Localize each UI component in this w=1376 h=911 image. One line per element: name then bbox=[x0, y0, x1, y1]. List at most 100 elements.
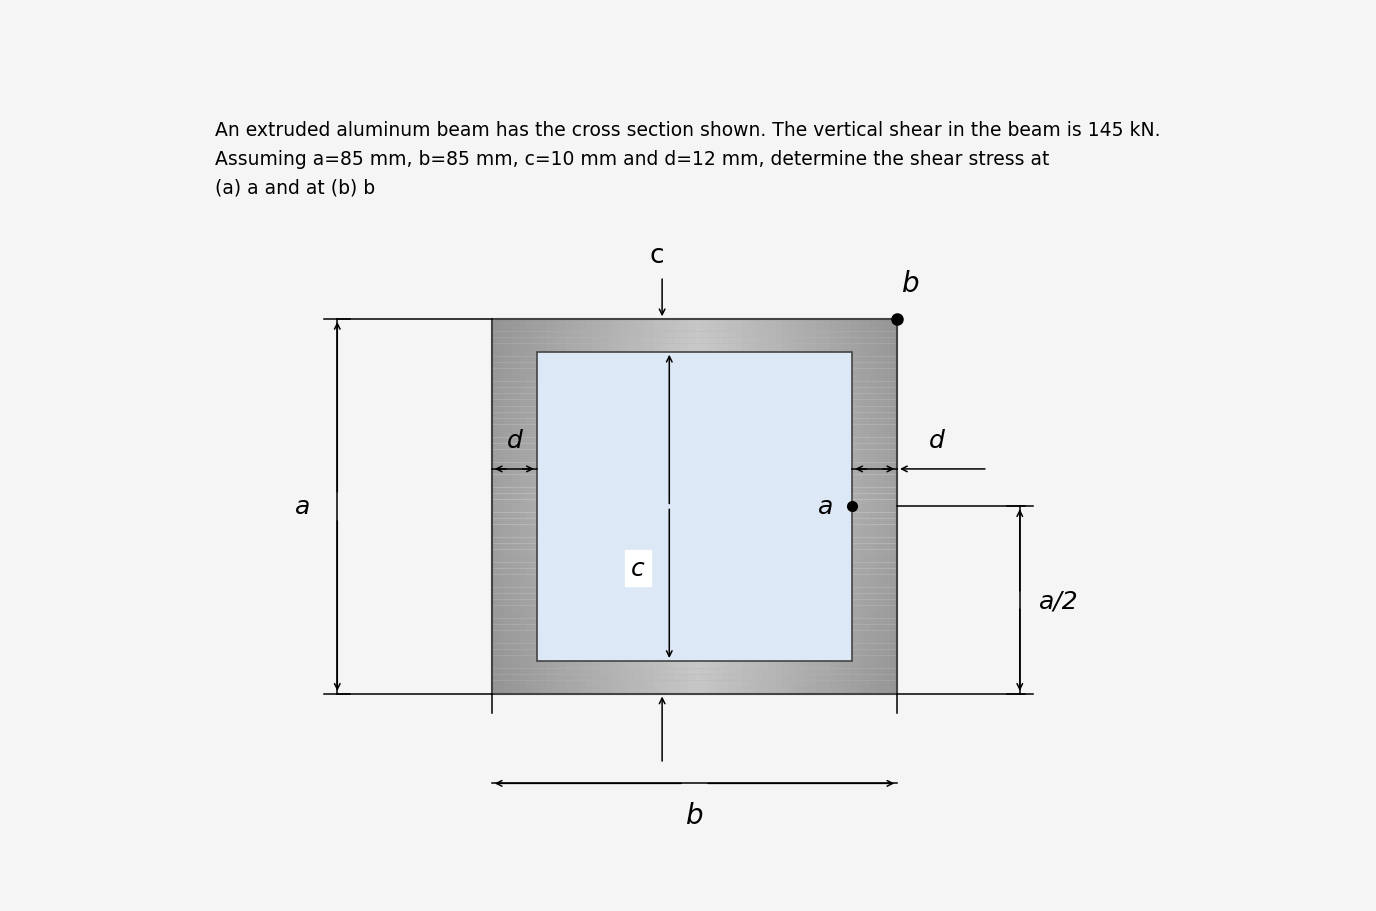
Bar bbox=[493, 687, 897, 694]
Bar bbox=[870, 320, 878, 694]
Bar bbox=[586, 320, 594, 694]
Bar bbox=[493, 382, 897, 388]
Text: (a) a and at (b) b: (a) a and at (b) b bbox=[215, 179, 374, 198]
Bar bbox=[809, 320, 817, 694]
Bar bbox=[493, 394, 897, 401]
Bar bbox=[493, 344, 897, 351]
Bar bbox=[493, 350, 897, 357]
Bar bbox=[493, 456, 897, 463]
Bar bbox=[674, 320, 682, 694]
Text: b: b bbox=[903, 270, 921, 298]
Text: An extruded aluminum beam has the cross section shown. The vertical shear in the: An extruded aluminum beam has the cross … bbox=[215, 121, 1160, 140]
Text: a: a bbox=[817, 495, 834, 518]
Bar bbox=[493, 320, 897, 694]
Bar bbox=[749, 320, 757, 694]
Bar bbox=[493, 413, 897, 420]
Bar bbox=[795, 320, 804, 694]
Bar bbox=[788, 320, 797, 694]
Bar bbox=[493, 356, 897, 363]
Bar bbox=[493, 425, 897, 432]
Bar bbox=[493, 630, 897, 638]
Bar bbox=[493, 662, 897, 669]
Bar bbox=[776, 320, 783, 694]
Bar bbox=[493, 431, 897, 438]
Bar bbox=[493, 525, 897, 532]
Bar bbox=[493, 599, 897, 607]
Bar bbox=[493, 481, 897, 488]
Bar bbox=[493, 406, 897, 414]
Bar bbox=[493, 531, 897, 538]
Bar bbox=[493, 325, 897, 333]
Bar bbox=[837, 320, 845, 694]
Bar bbox=[546, 320, 553, 694]
Bar bbox=[816, 320, 824, 694]
Bar bbox=[493, 674, 897, 681]
Bar bbox=[883, 320, 892, 694]
Bar bbox=[843, 320, 850, 694]
Bar bbox=[802, 320, 810, 694]
Bar bbox=[830, 320, 838, 694]
Bar bbox=[493, 668, 897, 675]
Bar bbox=[667, 320, 676, 694]
Bar bbox=[537, 353, 852, 661]
Text: a/2: a/2 bbox=[1039, 589, 1079, 612]
Bar bbox=[493, 537, 897, 544]
Bar bbox=[493, 363, 897, 370]
Bar bbox=[493, 444, 897, 451]
Bar bbox=[614, 320, 622, 694]
Bar bbox=[493, 637, 897, 644]
Bar bbox=[688, 320, 696, 694]
Bar bbox=[533, 320, 541, 694]
Bar bbox=[695, 320, 702, 694]
Bar bbox=[512, 320, 520, 694]
Bar bbox=[714, 320, 722, 694]
Bar bbox=[647, 320, 655, 694]
Bar bbox=[519, 320, 527, 694]
Bar bbox=[634, 320, 641, 694]
Bar bbox=[709, 320, 716, 694]
Bar bbox=[493, 544, 897, 550]
Bar bbox=[493, 320, 499, 694]
Text: c: c bbox=[630, 557, 644, 580]
Bar bbox=[526, 320, 534, 694]
Bar bbox=[505, 320, 513, 694]
Bar bbox=[783, 320, 790, 694]
Bar bbox=[493, 556, 897, 563]
Bar bbox=[850, 320, 857, 694]
Text: a: a bbox=[296, 495, 311, 518]
Bar bbox=[566, 320, 574, 694]
Bar bbox=[640, 320, 648, 694]
Bar bbox=[493, 656, 897, 662]
Bar bbox=[863, 320, 871, 694]
Bar bbox=[493, 593, 897, 600]
Bar bbox=[493, 625, 897, 631]
Bar bbox=[702, 320, 709, 694]
Bar bbox=[493, 619, 897, 625]
Bar bbox=[493, 487, 897, 495]
Bar bbox=[493, 387, 897, 394]
Bar bbox=[553, 320, 560, 694]
Bar bbox=[877, 320, 885, 694]
Bar bbox=[493, 319, 897, 326]
Bar bbox=[755, 320, 764, 694]
Bar bbox=[572, 320, 581, 694]
Bar bbox=[493, 463, 897, 469]
Bar bbox=[742, 320, 750, 694]
Bar bbox=[660, 320, 669, 694]
Bar bbox=[493, 338, 897, 344]
Bar bbox=[493, 643, 897, 650]
Bar bbox=[493, 369, 897, 376]
Bar bbox=[493, 512, 897, 519]
Bar bbox=[493, 400, 897, 407]
Bar bbox=[493, 681, 897, 688]
Bar bbox=[890, 320, 899, 694]
Text: c: c bbox=[649, 243, 665, 269]
Bar bbox=[579, 320, 588, 694]
Bar bbox=[593, 320, 601, 694]
Bar bbox=[493, 450, 897, 457]
Bar bbox=[493, 518, 897, 526]
Text: d: d bbox=[506, 428, 523, 452]
Bar bbox=[728, 320, 736, 694]
Bar bbox=[493, 606, 897, 613]
Bar bbox=[600, 320, 608, 694]
